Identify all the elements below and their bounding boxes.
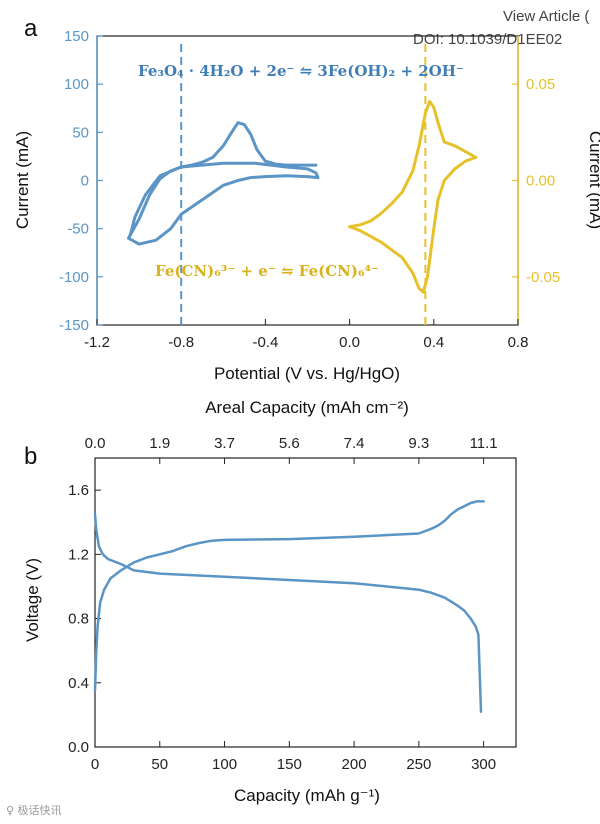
x2-tick-label-b: 11.1: [470, 435, 498, 452]
reaction-equation-ferrocyanide: Fe(CN)₆³⁻ + e⁻ ⇋ Fe(CN)₆⁴⁻: [155, 262, 379, 280]
y-right-tick-label-a: 0.05: [526, 76, 555, 93]
y-left-tick-label-a: 0: [81, 173, 89, 190]
y-left-axis-title-a: Current (mA): [13, 131, 32, 229]
y-left-tick-label-a: 150: [64, 28, 89, 45]
y-left-tick-label-a: -150: [59, 317, 89, 334]
x-tick-label-b: 50: [151, 756, 168, 773]
y-tick-label-b: 1.2: [68, 546, 89, 563]
x2-tick-label-b: 0.0: [85, 435, 106, 452]
x-tick-label-b: 0: [91, 756, 99, 773]
x2-tick-label-b: 5.6: [279, 435, 300, 452]
x-axis-title-a: Potential (V vs. Hg/HgO): [214, 364, 400, 383]
x-tick-label-b: 150: [277, 756, 302, 773]
voltage-curve-charge: [93, 500, 485, 693]
charge-discharge-chart: 0 50 100 150 200 250 300 0.0 1.9 3.7 5.6 7.4 9.3 11.1…: [23, 398, 517, 805]
x-tick-label-a: -1.2: [84, 334, 110, 351]
y-left-tick-label-a: -50: [67, 221, 89, 238]
x-tick-label-b: 200: [342, 756, 367, 773]
x-axis-title-b: Capacity (mAh g⁻¹): [234, 786, 380, 805]
y-right-tick-label-a: -0.05: [526, 269, 560, 286]
y-right-tick-label-a: 0.00: [526, 173, 555, 190]
x2-tick-label-b: 3.7: [214, 435, 235, 452]
y-left-tick-label-a: 50: [72, 124, 89, 141]
cv-chart: -1.2 -0.8 -0.4 0.0 0.4 0.8 150 100 50 0 -50 -100 -15…: [13, 28, 600, 383]
reaction-equation-fe3o4: Fe₃O₄ · 4H₂O + 2e⁻ ⇋ 3Fe(OH)₂ + 2OH⁻: [138, 62, 464, 80]
y-left-tick-label-a: 100: [64, 76, 89, 93]
x-tick-label-a: 0.8: [508, 334, 529, 351]
x2-tick-label-b: 1.9: [149, 435, 170, 452]
cv-series-2: [348, 100, 478, 294]
y-axis-title-b: Voltage (V): [23, 558, 42, 642]
panel-label-b: b: [24, 443, 37, 470]
x-tick-label-a: 0.0: [339, 334, 360, 351]
y-left-tick-label-a: -100: [59, 269, 89, 286]
x2-tick-label-b: 7.4: [344, 435, 365, 452]
x2-tick-label-b: 9.3: [408, 435, 429, 452]
cv-series-1: [127, 121, 318, 240]
top-axis-title-b: Areal Capacity (mAh cm⁻²): [205, 398, 409, 417]
y-right-axis-title-a: Current (mA): [586, 131, 600, 229]
y-tick-label-b: 1.6: [68, 482, 89, 499]
doi-text: DOI: 10.1039/D1EE02: [413, 31, 562, 48]
x-tick-label-a: 0.4: [423, 334, 444, 351]
voltage-curve-discharge: [93, 512, 483, 713]
y-tick-label-b: 0.8: [68, 611, 89, 628]
x-tick-label-b: 100: [212, 756, 237, 773]
cv-series-0: [127, 161, 320, 246]
y-tick-label-b: 0.4: [68, 675, 89, 692]
plot-frame-b: [94, 457, 517, 748]
x-tick-label-a: -0.8: [168, 334, 194, 351]
panel-label-a: a: [24, 15, 38, 42]
y-tick-label-b: 0.0: [68, 739, 89, 756]
view-article-link[interactable]: View Article (: [503, 8, 589, 25]
x-tick-label-b: 250: [406, 756, 431, 773]
watermark: ♀ 极话快讯: [6, 803, 62, 817]
x-tick-label-b: 300: [471, 756, 496, 773]
x-tick-label-a: -0.4: [252, 334, 278, 351]
